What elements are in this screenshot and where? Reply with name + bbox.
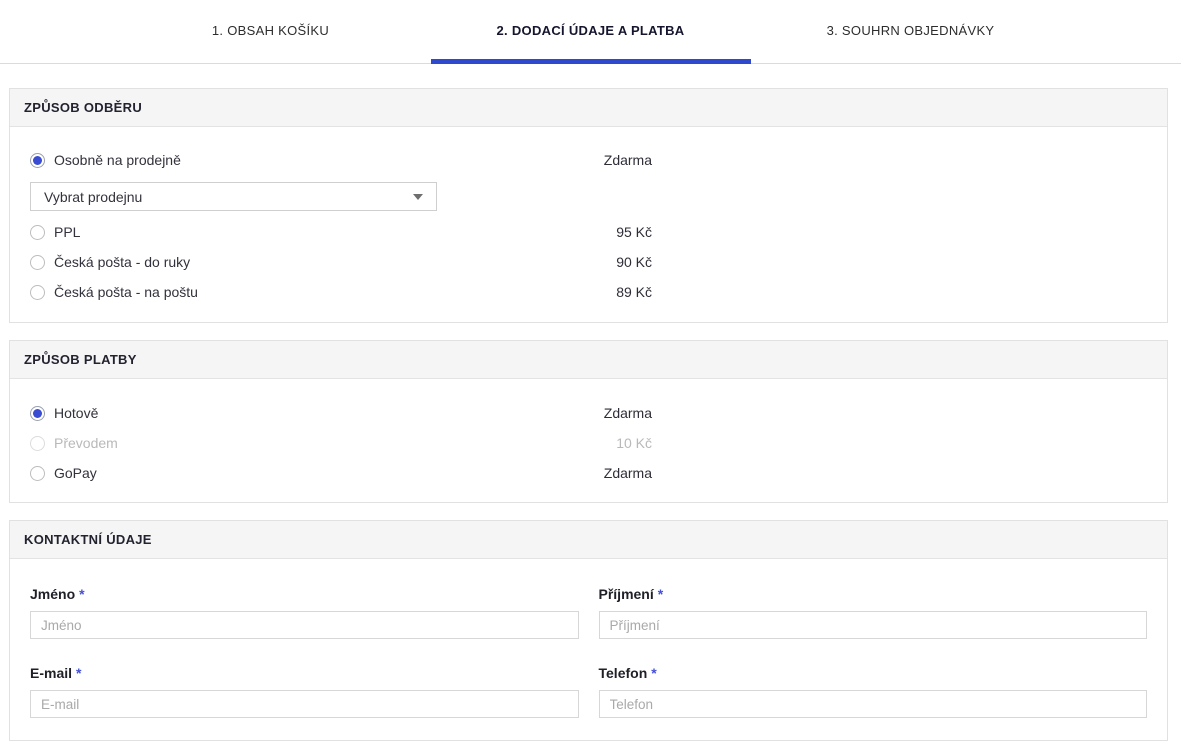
last-name-label: Příjmení * — [598, 586, 664, 602]
payment-option-label: GoPay — [54, 465, 97, 481]
contact-details-section: KONTAKTNÍ ÚDAJE Jméno* Příjmení* E-mail*… — [9, 520, 1168, 741]
tab-shipping-and-payment[interactable]: 2. DODACÍ ÚDAJE A PLATBA — [430, 0, 751, 64]
shipping-option-price: 90 Kč — [616, 254, 652, 270]
contact-section-title: KONTAKTNÍ ÚDAJE — [10, 521, 1167, 559]
phone-label: Telefon * — [598, 665, 657, 681]
required-asterisk: * — [651, 665, 657, 681]
checkout-steps: 1. OBSAH KOŠÍKU 2. DODACÍ ÚDAJE A PLATBA… — [111, 0, 1071, 64]
phone-field: Telefon * — [598, 665, 1147, 718]
phone-input[interactable] — [598, 690, 1147, 718]
radio-button[interactable] — [30, 152, 45, 168]
radio-button — [30, 435, 45, 451]
email-label: E-mail * — [30, 665, 82, 681]
shipping-option-label: Osobně na prodejně — [54, 152, 181, 168]
shipping-option-ppl[interactable]: PPL 95 Kč — [30, 224, 1147, 240]
payment-section-title: ZPŮSOB PLATBY — [10, 341, 1167, 379]
payment-option-label: Hotově — [54, 405, 99, 421]
required-asterisk: * — [76, 665, 82, 681]
shipping-option-price: Zdarma — [603, 152, 652, 168]
shipping-option-label: PPL — [54, 224, 81, 240]
payment-option-price: Zdarma — [603, 465, 652, 481]
last-name-input[interactable] — [598, 611, 1147, 639]
radio-button[interactable] — [30, 284, 45, 300]
shipping-option-ceska-posta-na-postu[interactable]: Česká pošta - na poštu 89 Kč — [30, 284, 1147, 300]
payment-option-price: Zdarma — [603, 405, 652, 421]
first-name-field: Jméno * — [30, 586, 579, 639]
payment-method-section: ZPŮSOB PLATBY Hotově Zdarma Převodem 10 … — [9, 340, 1168, 503]
required-asterisk: * — [657, 586, 664, 602]
email-input[interactable] — [30, 690, 579, 718]
store-select[interactable]: Vybrat prodejnu — [30, 182, 437, 211]
shipping-option-price: 89 Kč — [616, 284, 652, 300]
shipping-option-ceska-posta-do-ruky[interactable]: Česká pošta - do ruky 90 Kč — [30, 254, 1147, 270]
required-asterisk: * — [79, 586, 85, 602]
store-select-value: Vybrat prodejnu — [44, 188, 143, 205]
shipping-option-label: Česká pošta - do ruky — [54, 254, 191, 270]
payment-option-price: 10 Kč — [616, 435, 652, 451]
checkout-steps-bar: 1. OBSAH KOŠÍKU 2. DODACÍ ÚDAJE A PLATBA… — [0, 0, 1181, 64]
first-name-label: Jméno * — [30, 586, 85, 602]
payment-option-label: Převodem — [54, 435, 118, 451]
shipping-option-pickup[interactable]: Osobně na prodejně Zdarma — [30, 152, 1147, 168]
first-name-input[interactable] — [30, 611, 579, 639]
radio-button[interactable] — [30, 254, 45, 270]
chevron-down-icon — [413, 193, 423, 200]
shipping-option-label: Česká pošta - na poštu — [54, 284, 198, 300]
radio-button[interactable] — [30, 465, 45, 481]
radio-button[interactable] — [30, 405, 45, 421]
tab-cart-contents[interactable]: 1. OBSAH KOŠÍKU — [211, 23, 330, 38]
payment-option-bank-transfer: Převodem 10 Kč — [30, 435, 1147, 451]
email-field: E-mail * — [30, 665, 579, 718]
shipping-method-section: ZPŮSOB ODBĚRU Osobně na prodejně Zdarma … — [9, 88, 1168, 323]
radio-button[interactable] — [30, 224, 45, 240]
shipping-section-title: ZPŮSOB ODBĚRU — [10, 89, 1167, 127]
shipping-option-price: 95 Kč — [616, 224, 652, 240]
tab-order-summary[interactable]: 3. SOUHRN OBJEDNÁVKY — [826, 23, 995, 38]
last-name-field: Příjmení * — [598, 586, 1147, 639]
payment-option-gopay[interactable]: GoPay Zdarma — [30, 465, 1147, 481]
payment-option-cash[interactable]: Hotově Zdarma — [30, 405, 1147, 421]
